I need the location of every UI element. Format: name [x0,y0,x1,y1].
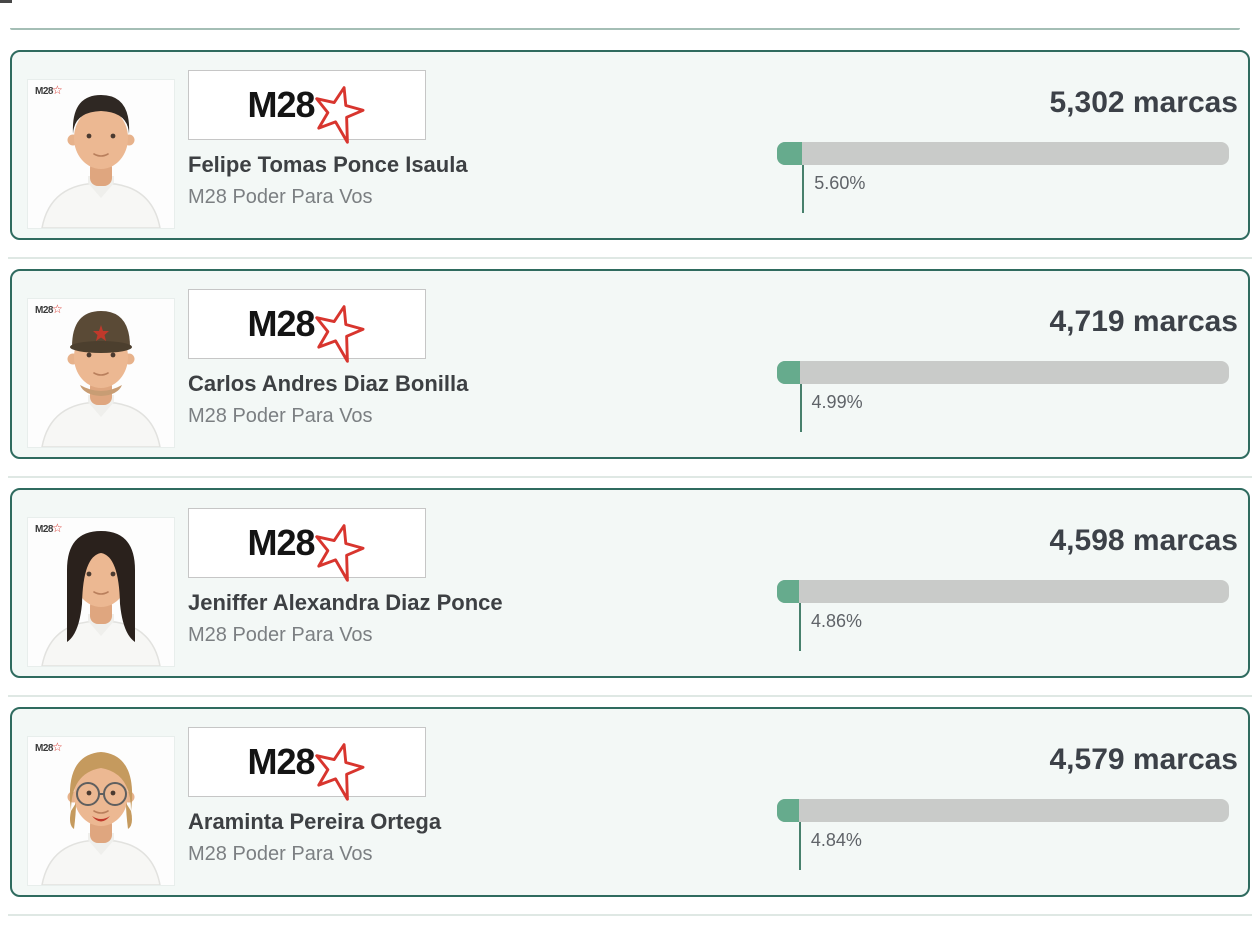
vote-share-fill [777,142,803,165]
candidate-card[interactable]: M28 ☆ M28 Felipe Tomas Ponce Isaula M28 … [10,50,1250,240]
vote-share-bar: 5.60% [777,142,1229,213]
party-logo: M28 [188,727,426,801]
candidate-card[interactable]: M28 ☆ M28 Jeniffer Alexandra Diaz Ponce … [10,488,1250,678]
party-logo: M28 [188,289,426,363]
photo-party-watermark: M28 ☆ [35,740,63,754]
party-star-icon [314,743,365,801]
candidate-photo: M28 ☆ [28,299,174,447]
party-star-icon [314,524,365,582]
vote-share-percent: 4.84% [810,830,862,850]
photo-party-watermark: M28 ☆ [35,521,63,535]
candidate-photo: M28 ☆ [28,80,174,228]
candidate-name: Carlos Andres Diaz Bonilla [188,371,469,396]
candidate-card[interactable]: M28 ☆ M28 Carlos Andres Diaz Bonilla M28… [10,269,1250,459]
vote-share-bar: 4.86% [777,580,1229,651]
photo-party-watermark: M28 ☆ [35,302,63,316]
vote-share-fill [777,361,800,384]
party-star-icon [314,86,365,144]
candidate-name: Felipe Tomas Ponce Isaula [188,152,468,177]
photo-party-watermark: M28 ☆ [35,83,63,97]
star-icon: ☆ [51,521,63,535]
vote-count: 4,579 marcas [1049,743,1238,776]
vote-share-marker: 5.60% [802,165,865,213]
candidate-name: Araminta Pereira Ortega [188,809,442,834]
vote-share-percent: 4.86% [810,611,862,631]
candidate-party: M28 Poder Para Vos [188,186,373,208]
party-star-icon [314,305,365,363]
top-left-artifact [0,0,12,3]
candidate-avatar [28,737,174,885]
candidate-list: M28 ☆ M28 Felipe Tomas Ponce Isaula M28 … [0,50,1260,926]
candidate-photo: M28 ☆ [28,518,174,666]
card-divider [8,914,1252,916]
vote-share-bar: 4.84% [777,799,1229,870]
star-icon: ☆ [51,740,63,754]
candidate-party: M28 Poder Para Vos [188,843,373,865]
vote-count: 4,598 marcas [1049,524,1238,557]
vote-share-percent: 5.60% [814,173,866,193]
candidate-name: Jeniffer Alexandra Diaz Ponce [188,590,503,615]
vote-share-marker: 4.84% [798,822,862,870]
card-divider [8,257,1252,259]
star-icon: ☆ [51,83,63,97]
candidate-party: M28 Poder Para Vos [188,624,373,646]
vote-count: 5,302 marcas [1049,86,1238,119]
party-logo: M28 [188,508,426,582]
candidate-avatar [28,299,174,447]
candidate-card[interactable]: M28 ☆ M28 Araminta Pereira Ortega M28 Po… [10,707,1250,897]
candidate-party: M28 Poder Para Vos [188,405,373,427]
previous-card-bottom-edge [10,28,1240,30]
card-divider [8,476,1252,478]
candidate-avatar [28,80,174,228]
vote-share-marker: 4.86% [798,603,862,651]
vote-count: 4,719 marcas [1049,305,1238,338]
vote-share-fill [777,580,799,603]
candidate-photo: M28 ☆ [28,737,174,885]
vote-share-bar: 4.99% [777,361,1229,432]
party-logo: M28 [188,70,426,144]
card-divider [8,695,1252,697]
vote-share-fill [777,799,799,822]
vote-share-marker: 4.99% [799,384,863,432]
vote-share-percent: 4.99% [811,392,863,412]
star-icon: ☆ [51,302,63,316]
candidate-avatar [28,518,174,666]
